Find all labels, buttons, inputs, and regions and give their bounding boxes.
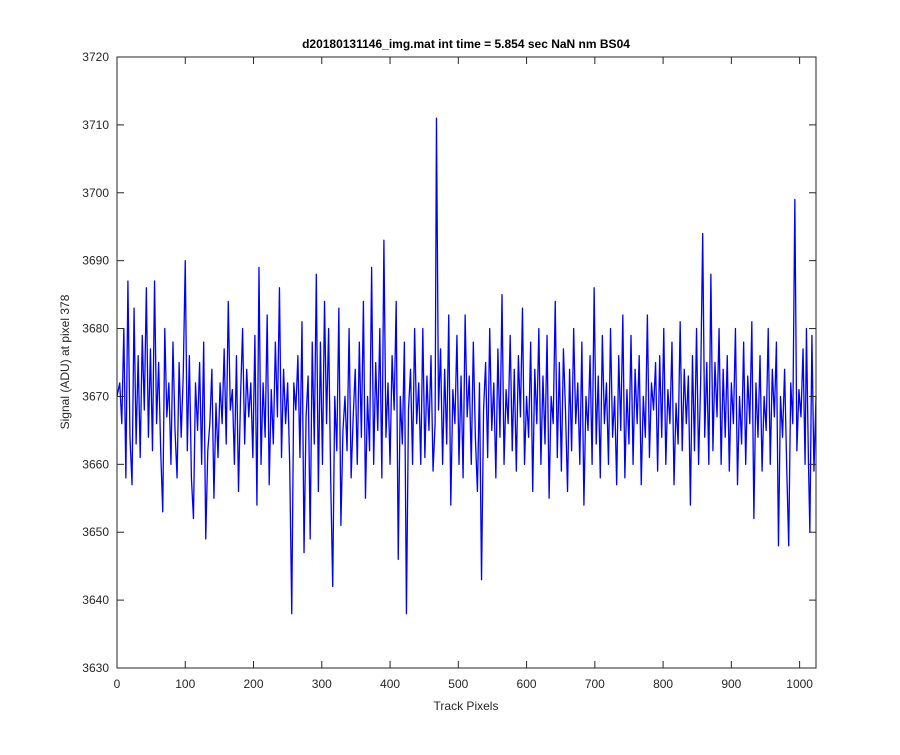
y-tick-label: 3660 [82,457,109,471]
chart-title: d20180131146_img.mat int time = 5.854 se… [302,37,630,51]
y-tick-label: 3690 [82,254,109,268]
ticks-layer: 0 100 200 300 400 500 600 700 800 900 1000 3630 3640… [82,50,816,691]
x-tick-label: 0 [114,677,121,691]
x-tick-label: 1000 [786,677,813,691]
series-layer [116,117,817,615]
x-tick-label: 300 [312,677,332,691]
y-tick-label: 3700 [82,186,109,200]
x-tick-label: 200 [244,677,264,691]
y-tick-label: 3650 [82,525,109,539]
y-tick-label: 3720 [82,50,109,64]
series-line-1 [116,117,817,615]
x-tick-label: 400 [380,677,400,691]
x-tick-label: 100 [175,677,195,691]
x-axis-label: Track Pixels [434,699,499,713]
y-tick-label: 3670 [82,389,109,403]
x-tick-label: 500 [448,677,468,691]
plot-frame [116,56,817,669]
y-tick-label: 3710 [82,118,109,132]
y-tick-label: 3630 [82,661,109,675]
x-tick-label: 800 [653,677,673,691]
x-tick-label: 600 [517,677,537,691]
y-tick-label: 3680 [82,322,109,336]
y-axis-label: Signal (ADU) at pixel 378 [58,294,72,429]
y-tick-label: 3640 [82,593,109,607]
x-tick-label: 900 [721,677,741,691]
x-tick-label: 700 [585,677,605,691]
